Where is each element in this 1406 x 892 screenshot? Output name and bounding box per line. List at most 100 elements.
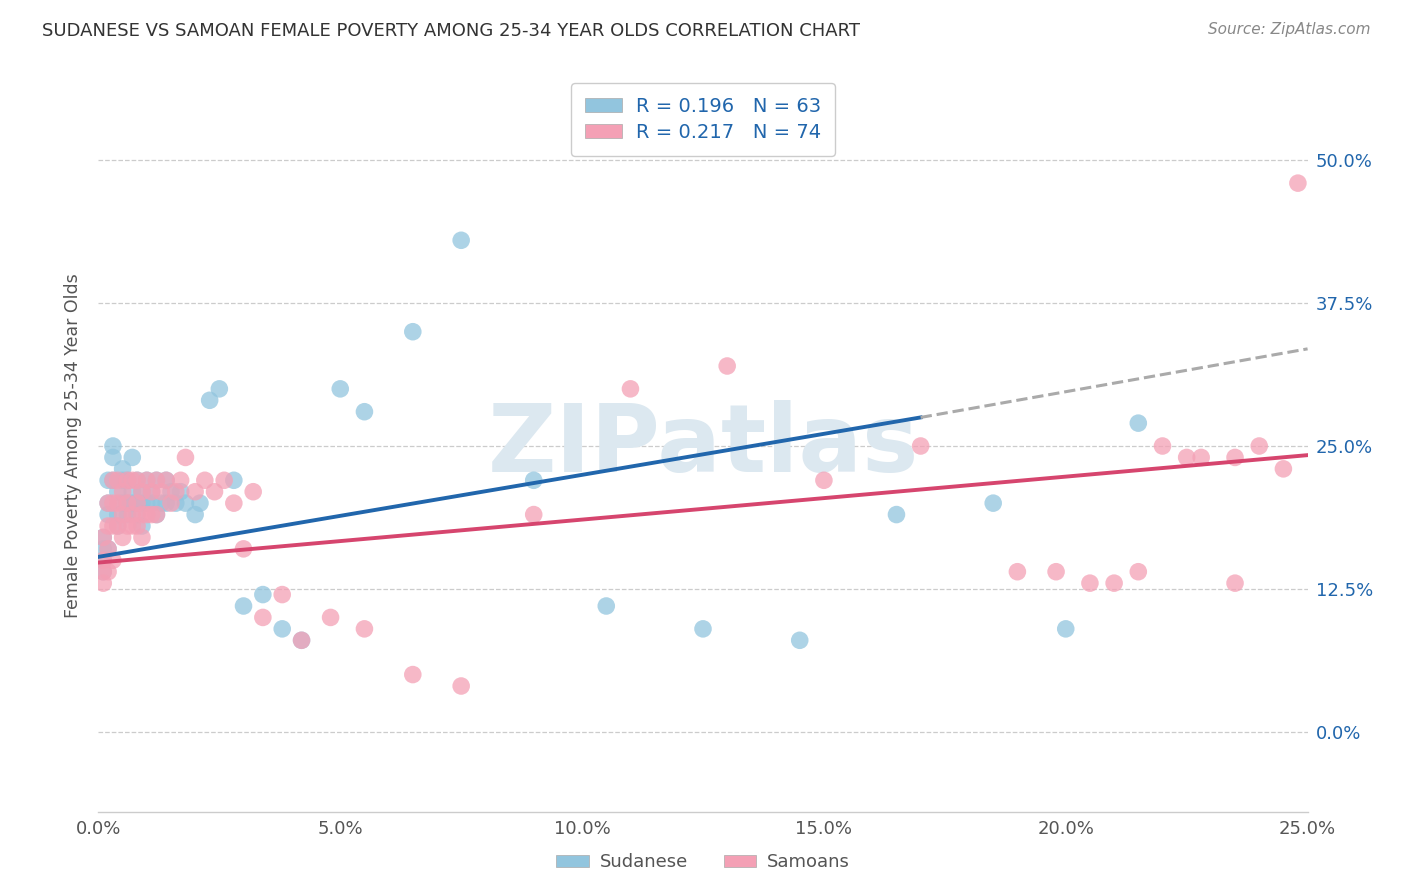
Point — [232, 599, 254, 613]
Legend: R = 0.196   N = 63, R = 0.217   N = 74: R = 0.196 N = 63, R = 0.217 N = 74 — [571, 83, 835, 156]
Point — [523, 508, 546, 522]
Point — [1223, 450, 1246, 465]
Text: Source: ZipAtlas.com: Source: ZipAtlas.com — [1208, 22, 1371, 37]
Point — [111, 484, 134, 499]
Point — [184, 508, 207, 522]
Point — [101, 473, 124, 487]
Point — [101, 439, 124, 453]
Point — [117, 496, 139, 510]
Point — [353, 622, 375, 636]
Point — [97, 473, 120, 487]
Point — [127, 473, 149, 487]
Point — [1272, 462, 1295, 476]
Point — [1102, 576, 1125, 591]
Point — [155, 473, 177, 487]
Point — [595, 599, 617, 613]
Point — [329, 382, 352, 396]
Point — [174, 450, 197, 465]
Point — [131, 484, 153, 499]
Point — [145, 508, 167, 522]
Point — [981, 496, 1004, 510]
Point — [121, 484, 143, 499]
Point — [97, 541, 120, 556]
Point — [813, 473, 835, 487]
Text: SUDANESE VS SAMOAN FEMALE POVERTY AMONG 25-34 YEAR OLDS CORRELATION CHART: SUDANESE VS SAMOAN FEMALE POVERTY AMONG … — [42, 22, 860, 40]
Point — [117, 519, 139, 533]
Point — [1286, 176, 1309, 190]
Point — [886, 508, 908, 522]
Point — [169, 484, 191, 499]
Point — [194, 473, 217, 487]
Point — [141, 484, 163, 499]
Point — [150, 484, 173, 499]
Point — [97, 565, 120, 579]
Point — [131, 530, 153, 544]
Point — [111, 530, 134, 544]
Point — [169, 473, 191, 487]
Point — [131, 496, 153, 510]
Point — [252, 610, 274, 624]
Point — [97, 508, 120, 522]
Point — [910, 439, 932, 453]
Point — [135, 473, 157, 487]
Point — [91, 553, 114, 567]
Point — [155, 496, 177, 510]
Point — [121, 450, 143, 465]
Point — [523, 473, 546, 487]
Point — [1223, 576, 1246, 591]
Point — [204, 484, 226, 499]
Point — [402, 325, 425, 339]
Point — [111, 496, 134, 510]
Point — [101, 519, 124, 533]
Point — [1175, 450, 1198, 465]
Point — [91, 530, 114, 544]
Point — [319, 610, 342, 624]
Point — [222, 496, 245, 510]
Point — [127, 473, 149, 487]
Point — [101, 450, 124, 465]
Point — [160, 484, 183, 499]
Y-axis label: Female Poverty Among 25-34 Year Olds: Female Poverty Among 25-34 Year Olds — [65, 274, 83, 618]
Point — [212, 473, 235, 487]
Point — [145, 473, 167, 487]
Point — [117, 496, 139, 510]
Point — [198, 393, 221, 408]
Point — [121, 508, 143, 522]
Point — [145, 473, 167, 487]
Point — [111, 508, 134, 522]
Point — [184, 484, 207, 499]
Point — [131, 519, 153, 533]
Point — [107, 519, 129, 533]
Point — [145, 508, 167, 522]
Point — [450, 679, 472, 693]
Point — [131, 508, 153, 522]
Legend: Sudanese, Samoans: Sudanese, Samoans — [548, 847, 858, 879]
Point — [91, 530, 114, 544]
Point — [127, 496, 149, 510]
Point — [135, 496, 157, 510]
Text: ZIPatlas: ZIPatlas — [488, 400, 918, 492]
Point — [165, 484, 187, 499]
Point — [271, 588, 294, 602]
Point — [135, 508, 157, 522]
Point — [160, 496, 183, 510]
Point — [1189, 450, 1212, 465]
Point — [107, 484, 129, 499]
Point — [101, 553, 124, 567]
Point — [165, 496, 187, 510]
Point — [450, 233, 472, 247]
Point — [353, 405, 375, 419]
Point — [127, 519, 149, 533]
Point — [121, 496, 143, 510]
Point — [242, 484, 264, 499]
Point — [1152, 439, 1174, 453]
Point — [107, 496, 129, 510]
Point — [1078, 576, 1101, 591]
Point — [232, 541, 254, 556]
Point — [141, 484, 163, 499]
Point — [111, 473, 134, 487]
Point — [107, 508, 129, 522]
Point — [107, 473, 129, 487]
Point — [101, 496, 124, 510]
Point — [1054, 622, 1077, 636]
